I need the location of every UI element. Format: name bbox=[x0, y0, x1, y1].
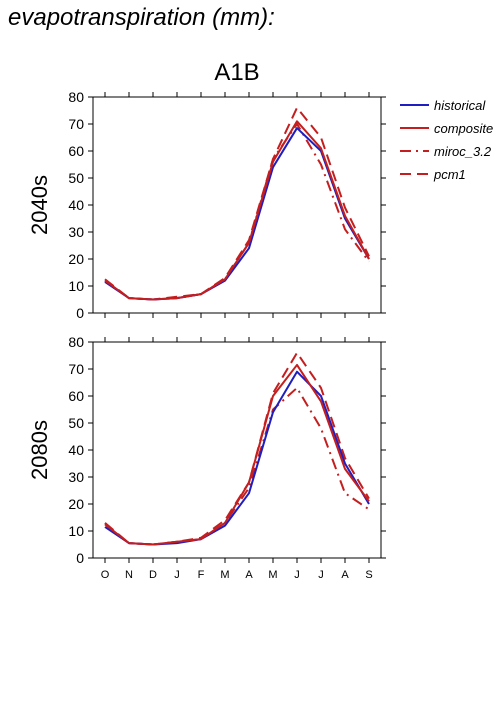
x-tick-label: F bbox=[198, 569, 205, 581]
y-tick-label: 50 bbox=[68, 415, 84, 431]
x-tick-label: J bbox=[318, 569, 324, 581]
legend-label: historical bbox=[434, 98, 486, 113]
series-line-pcm1 bbox=[104, 351, 370, 546]
x-tick-label: J bbox=[294, 569, 300, 581]
y-tick-label: 70 bbox=[68, 116, 84, 132]
chart-panel-2040s: 0 10 20 30 40 50 60 70 80 2040s bbox=[27, 89, 386, 321]
y-tick-label: 40 bbox=[68, 197, 84, 213]
y-tick-label: 20 bbox=[68, 496, 84, 512]
panel-label: 2080s bbox=[27, 420, 52, 480]
x-tick-label: M bbox=[220, 569, 229, 581]
legend-entry-pcm1: pcm1 bbox=[400, 167, 466, 182]
y-tick-label: 80 bbox=[68, 334, 84, 350]
x-tick-label: O bbox=[101, 569, 110, 581]
legend-entry-composite: composite bbox=[400, 121, 493, 136]
y-tick-label: 30 bbox=[68, 469, 84, 485]
x-tick-label: S bbox=[365, 569, 372, 581]
x-tick-label: D bbox=[149, 569, 157, 581]
y-tick-label: 60 bbox=[68, 388, 84, 404]
y-tick-label: 50 bbox=[68, 170, 84, 186]
chart-panels: 0 10 20 30 40 50 60 70 80 2040s 0 10 20 30 40 50 60 70 80 O… bbox=[27, 89, 386, 581]
series-line-miroc-3-2 bbox=[104, 386, 370, 546]
series-line-pcm1 bbox=[104, 106, 370, 301]
x-tick-label: A bbox=[341, 569, 349, 581]
y-tick-label: 80 bbox=[68, 89, 84, 105]
chart-legend: historical composite miroc_3.2 pcm1 bbox=[400, 98, 493, 182]
plot-frame bbox=[92, 96, 382, 314]
page-title: evapotranspiration (mm): bbox=[8, 4, 275, 31]
series-line-historical bbox=[104, 127, 370, 301]
y-tick-label: 60 bbox=[68, 143, 84, 159]
y-tick-label: 0 bbox=[76, 550, 84, 566]
x-tick-label: M bbox=[268, 569, 277, 581]
series-line-miroc-3-2 bbox=[104, 123, 370, 301]
legend-label: miroc_3.2 bbox=[434, 144, 492, 159]
series-line-historical bbox=[104, 370, 370, 546]
y-tick-label: 30 bbox=[68, 224, 84, 240]
y-tick-label: 10 bbox=[68, 278, 84, 294]
y-tick-label: 20 bbox=[68, 251, 84, 267]
y-tick-label: 70 bbox=[68, 361, 84, 377]
series-line-composite bbox=[104, 120, 370, 301]
legend-label: pcm1 bbox=[433, 167, 466, 182]
legend-entry-historical: historical bbox=[400, 98, 486, 113]
y-tick-label: 0 bbox=[76, 305, 84, 321]
x-tick-label: N bbox=[125, 569, 133, 581]
panel-label: 2040s bbox=[27, 175, 52, 235]
y-tick-label: 40 bbox=[68, 442, 84, 458]
chart-panel-2080s: 0 10 20 30 40 50 60 70 80 O N D J F M A M J J A S 2080s bbox=[27, 334, 386, 581]
x-tick-label: A bbox=[245, 569, 253, 581]
x-tick-label: J bbox=[174, 569, 180, 581]
y-tick-label: 10 bbox=[68, 523, 84, 539]
scenario-title: A1B bbox=[214, 59, 259, 86]
legend-label: composite bbox=[434, 121, 493, 136]
legend-entry-miroc-3-2: miroc_3.2 bbox=[400, 144, 492, 159]
series-line-composite bbox=[104, 363, 370, 546]
